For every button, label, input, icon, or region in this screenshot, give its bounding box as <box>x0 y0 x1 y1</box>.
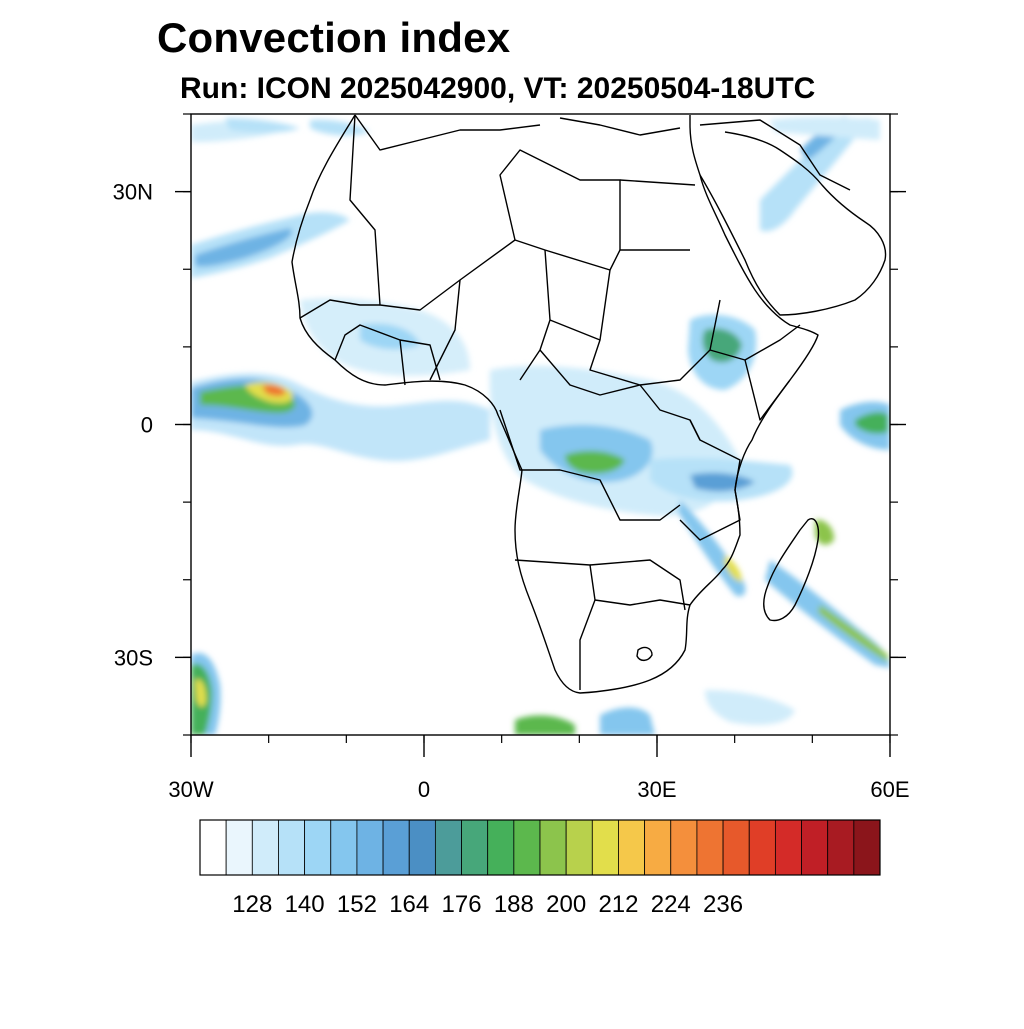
colorbar-swatch <box>513 819 541 876</box>
lon-tick-label: 30W <box>168 777 213 802</box>
border-west <box>299 299 380 319</box>
canary-band-core <box>195 228 292 267</box>
lon-tick-label: 0 <box>418 777 430 802</box>
colorbar-swatch <box>565 819 593 876</box>
border-egypt <box>619 179 696 186</box>
colorbar-swatch <box>696 819 724 876</box>
somali-cells-core <box>855 412 888 434</box>
border-med2 <box>559 117 681 136</box>
med-cells-2 <box>310 119 370 136</box>
colorbar-swatch <box>434 819 462 876</box>
arabian-band <box>760 118 870 232</box>
atlantic-itcz-peak <box>262 384 286 396</box>
lon-tick-label: 30E <box>637 777 676 802</box>
border-west2 <box>334 324 406 386</box>
border-chad <box>549 319 601 341</box>
country-borders <box>291 114 887 694</box>
colorbar-swatch <box>356 819 384 876</box>
southern-cells-2 <box>600 707 655 735</box>
south-atlantic-front-peak <box>195 679 207 707</box>
colorbar-swatch <box>618 819 646 876</box>
border-south <box>594 599 691 606</box>
colorbar-label: 200 <box>546 891 586 918</box>
colorbar-swatch <box>251 819 279 876</box>
colorbar-swatch <box>774 819 802 876</box>
colorbar-swatch <box>748 819 776 876</box>
colorbar-label: 140 <box>285 891 325 918</box>
madagascar <box>763 518 820 622</box>
colorbar-label: 188 <box>494 891 534 918</box>
lat-tick-label: 30N <box>113 180 153 205</box>
border-levant <box>699 119 851 191</box>
border-namibia <box>589 559 686 611</box>
colorbar: 128 140 152 164 176 188 200 212 224 236 <box>199 819 881 918</box>
colorbar-label: 128 <box>232 891 272 918</box>
colorbar-swatch <box>487 819 515 876</box>
colorbar-swatch <box>827 819 855 876</box>
colorbar-label: 152 <box>337 891 377 918</box>
border-east <box>679 419 741 541</box>
colorbar-swatch <box>330 819 358 876</box>
border-ethiopia <box>709 324 801 361</box>
colorbar-frame <box>199 819 881 876</box>
colorbar-swatch <box>644 819 672 876</box>
turkey-cells <box>770 117 880 140</box>
border-med <box>354 114 541 151</box>
map-subtitle: Run: ICON 2025042900, VT: 20250504-18UTC <box>180 72 816 105</box>
colorbar-swatch <box>225 819 253 876</box>
colorbar-label: 176 <box>442 891 482 918</box>
mozambique-channel-band <box>678 500 746 597</box>
border-somalia <box>744 359 791 421</box>
colorbar-label: 212 <box>598 891 638 918</box>
east-africa-band-core <box>690 472 755 492</box>
indian-ocean-band-core <box>818 605 888 662</box>
border-west3 <box>399 339 441 381</box>
colorbar-swatch <box>304 819 332 876</box>
colorbar-swatch <box>722 819 750 876</box>
border-lesotho <box>636 646 653 662</box>
madagascar-cells <box>815 519 835 545</box>
colorbar-swatch <box>801 819 829 876</box>
colorbar-swatch <box>278 819 306 876</box>
colorbar-swatch <box>461 819 489 876</box>
colorbar-swatch <box>382 819 410 876</box>
colorbar-swatch <box>591 819 619 876</box>
colorbar-swatch <box>408 819 436 876</box>
border-libya <box>519 249 551 381</box>
border-congo <box>499 409 681 521</box>
colorbar-swatch <box>853 819 881 876</box>
med-cells <box>225 118 300 133</box>
border-niger <box>499 149 621 250</box>
colorbar-swatch <box>670 819 698 876</box>
colorbar-swatch <box>199 819 227 876</box>
lat-tick-label: 0 <box>141 413 153 438</box>
colorbar-label: 164 <box>389 891 429 918</box>
southern-cells-1 <box>515 715 575 735</box>
convection-field <box>191 116 890 735</box>
congo-basin-core <box>565 450 625 474</box>
axes: 30N 0 30S 30W 0 30E 60E <box>113 113 910 802</box>
colorbar-label: 236 <box>703 891 743 918</box>
lat-tick-label: 30S <box>114 645 153 670</box>
map-title: Convection index <box>157 14 511 61</box>
border-sahara <box>429 279 461 381</box>
arabian-peninsula <box>699 131 887 316</box>
lon-tick-label: 60E <box>870 777 909 802</box>
colorbar-swatch <box>539 819 567 876</box>
southern-cells-3 <box>705 690 795 725</box>
colorbar-label: 224 <box>651 891 691 918</box>
